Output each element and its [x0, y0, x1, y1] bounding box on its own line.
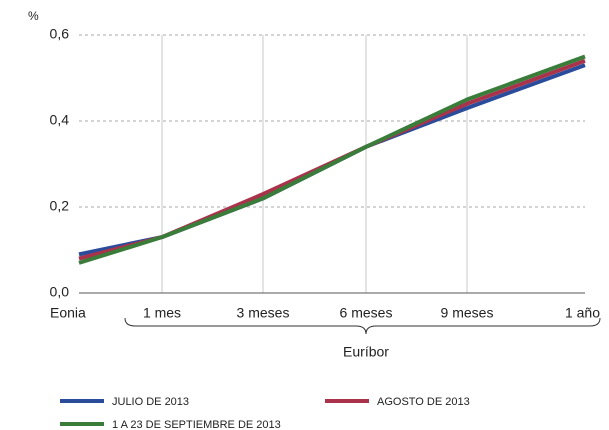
legend-label: AGOSTO DE 2013 [377, 396, 470, 408]
y-tick-label: 0,6 [50, 26, 70, 42]
x-tick-label: 1 año [565, 305, 600, 321]
y-unit-label: % [28, 9, 39, 23]
series-line [78, 54, 586, 265]
legend-label: JULIO DE 2013 [112, 396, 189, 408]
x-tick-label: 9 meses [441, 305, 494, 321]
annotation: Euríbor [343, 344, 389, 360]
y-tick-label: 0,2 [50, 198, 70, 214]
x-tick-label: 1 mes [143, 305, 181, 321]
legend-label: 1 A 23 DE SEPTIEMBRE DE 2013 [112, 419, 281, 430]
x-tick-label: 6 meses [340, 305, 393, 321]
y-tick-label: 0,0 [50, 284, 70, 300]
brace [124, 317, 601, 335]
x-tick-label: 3 meses [237, 305, 290, 321]
series-line [78, 63, 586, 257]
x-tick-label: Eonia [50, 305, 86, 321]
y-tick-label: 0,4 [50, 112, 70, 128]
series-line [78, 58, 586, 261]
